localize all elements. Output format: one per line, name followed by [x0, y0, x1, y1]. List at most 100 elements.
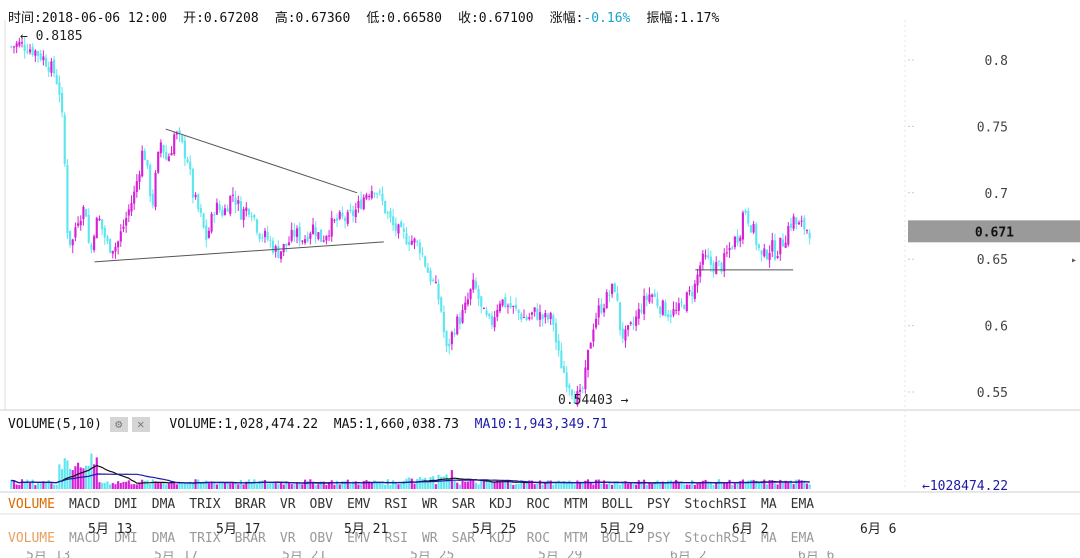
candle-body — [541, 314, 544, 320]
tab-kdj[interactable]: KDJ — [489, 497, 513, 512]
tab-duplicate-vr: VR — [279, 531, 296, 545]
volume-bar — [565, 482, 568, 489]
y-tick-label: 0.6 — [985, 320, 1008, 335]
amplitude-label: 振幅:1.17% — [646, 11, 720, 26]
chevron-right-icon[interactable]: ▸ — [1070, 255, 1078, 266]
candle-body — [98, 218, 101, 221]
volume-bar — [226, 481, 229, 489]
candle-body — [42, 56, 45, 61]
tab-rsi[interactable]: RSI — [384, 497, 408, 512]
candle-body — [477, 288, 480, 299]
tab-macd[interactable]: MACD — [68, 497, 101, 512]
change-label: 涨幅:-0.16% — [549, 11, 631, 26]
tab-ma[interactable]: MA — [761, 497, 777, 512]
candle-body — [490, 315, 494, 325]
x-tick-label-duplicate: 5月 25 — [410, 551, 454, 558]
volume-bar — [28, 482, 32, 489]
volume-bar — [635, 484, 638, 489]
tab-boll[interactable]: BOLL — [601, 497, 633, 512]
candle-body — [77, 223, 80, 226]
tab-wr[interactable]: WR — [421, 497, 438, 512]
volume-bar — [173, 481, 176, 489]
gear-icon[interactable]: ⚙ — [109, 417, 128, 432]
candle-body — [327, 235, 331, 237]
candle-body — [493, 317, 496, 328]
candle-body — [330, 217, 333, 237]
candle-body — [365, 194, 368, 199]
candle-body — [215, 202, 218, 215]
volume-bar — [784, 480, 787, 489]
candle-body — [381, 193, 384, 201]
tab-volume[interactable]: VOLUME — [8, 497, 55, 512]
candle-body — [789, 223, 793, 228]
tab-stochrsi[interactable]: StochRSI — [684, 497, 747, 512]
tab-mtm[interactable]: MTM — [564, 497, 588, 512]
candle-body — [733, 236, 736, 248]
tab-emv[interactable]: EMV — [347, 497, 371, 512]
volume-bar — [285, 481, 288, 489]
candle-body — [640, 309, 643, 313]
tab-ema[interactable]: EMA — [790, 497, 815, 512]
tab-obv[interactable]: OBV — [309, 497, 334, 512]
candle-body — [464, 302, 467, 310]
volume-bar — [709, 481, 712, 489]
x-tick-label-duplicate: 5月 13 — [26, 551, 70, 558]
volume-bar — [648, 483, 651, 489]
candle-body — [293, 230, 296, 237]
candle-body — [125, 218, 128, 226]
candle-body — [627, 325, 630, 330]
candle-body — [74, 227, 77, 238]
tab-trix[interactable]: TRIX — [189, 497, 221, 512]
candle-body — [186, 159, 189, 163]
candle-body — [309, 233, 312, 239]
tab-psy[interactable]: PSY — [646, 497, 671, 512]
candle-body — [685, 292, 688, 312]
close-icon[interactable]: ✕ — [131, 417, 150, 432]
tab-roc[interactable]: ROC — [526, 497, 551, 512]
candle-body — [266, 232, 269, 240]
volume-bar — [621, 482, 624, 489]
tab-sar[interactable]: SAR — [451, 497, 476, 512]
volume-bar — [605, 484, 608, 489]
candle-body — [803, 218, 806, 230]
candle-body — [725, 252, 728, 254]
candle-body — [624, 329, 627, 341]
volume-bar — [720, 483, 723, 489]
candle-body — [637, 308, 640, 319]
y-tick-label: 0.75 — [977, 120, 1008, 135]
candle-body — [709, 256, 712, 265]
volume-bar — [336, 480, 339, 489]
volume-bar — [111, 483, 114, 489]
volume-bar — [594, 479, 598, 489]
volume-bar — [752, 479, 755, 489]
candle-body — [565, 372, 568, 388]
candle-body — [175, 132, 178, 135]
ma10-value: MA10:1,943,349.71 — [474, 417, 608, 432]
volume-bar — [205, 480, 208, 489]
candle-body — [370, 191, 373, 199]
candle-body — [418, 242, 421, 254]
volume-bar — [82, 468, 85, 489]
candle-body — [480, 296, 483, 307]
volume-bar — [183, 483, 186, 489]
volume-bar — [616, 481, 619, 489]
candle-body — [245, 207, 248, 211]
tab-dma[interactable]: DMA — [151, 497, 176, 512]
tab-vr[interactable]: VR — [279, 497, 296, 512]
tab-dmi[interactable]: DMI — [114, 497, 138, 512]
volume-bar — [437, 474, 440, 489]
candle-body — [456, 316, 459, 335]
candle-body — [792, 216, 795, 229]
tab-brar[interactable]: BRAR — [234, 497, 266, 512]
candle-body — [645, 295, 648, 300]
candle-body — [362, 197, 365, 210]
volume-bar — [624, 481, 627, 489]
candle-body — [429, 270, 432, 282]
volume-bar — [341, 481, 344, 489]
candle-body — [135, 181, 138, 192]
volume-bar — [381, 482, 384, 489]
candle-body — [333, 219, 336, 221]
volume-bar — [474, 482, 477, 489]
candle-body — [52, 59, 56, 74]
